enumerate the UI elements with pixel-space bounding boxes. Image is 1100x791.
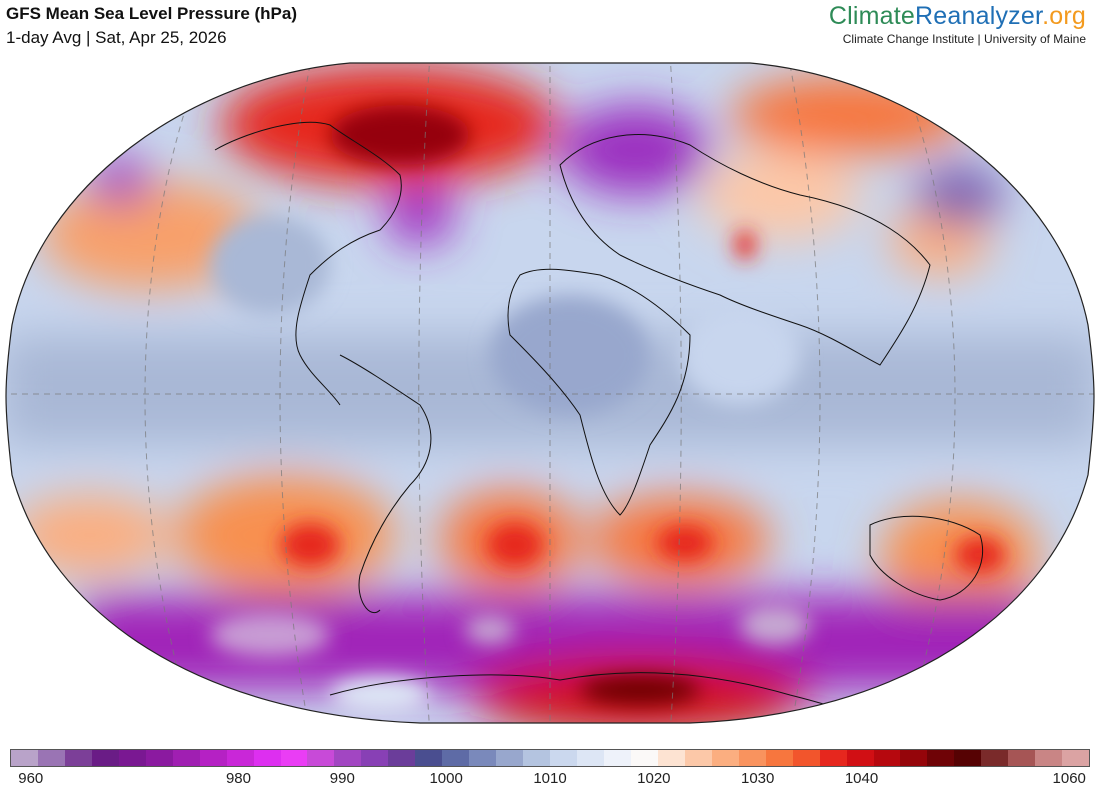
pressure-map <box>0 55 1100 735</box>
colorbar-swatch <box>603 750 631 766</box>
colorbar-swatch <box>577 750 604 766</box>
colorbar-swatch <box>846 750 874 766</box>
colorbar-swatch <box>1035 750 1063 766</box>
colorbar-swatch <box>118 750 146 766</box>
colorbar-swatch <box>873 750 901 766</box>
colorbar-swatch <box>711 750 739 766</box>
colorbar-swatch <box>738 750 766 766</box>
colorbar-swatch <box>442 750 470 766</box>
graticule <box>6 63 1094 723</box>
colorbar-swatch <box>630 750 658 766</box>
colorbar-swatch <box>550 750 578 766</box>
colorbar-label: 1030 <box>741 770 775 787</box>
colorbar-swatch <box>657 750 685 766</box>
brand-logo[interactable]: ClimateReanalyzer.org <box>829 2 1086 31</box>
brand-part-climate: Climate <box>828 2 916 30</box>
colorbar-swatch <box>334 750 362 766</box>
page-subtitle: 1-day Avg | Sat, Apr 25, 2026 <box>6 28 227 47</box>
colorbar-swatch <box>792 750 820 766</box>
colorbar-swatch <box>765 750 793 766</box>
colorbar-swatch <box>199 750 227 766</box>
colorbar-labels: 960 980 990 1000 1010 1020 1030 1040 1060 <box>10 770 1090 790</box>
colorbar-swatch <box>361 750 389 766</box>
colorbar <box>10 749 1090 767</box>
colorbar-swatch <box>415 750 443 766</box>
colorbar-swatch <box>145 750 173 766</box>
brand-part-org: .org <box>1042 2 1086 30</box>
colorbar-swatch <box>280 750 308 766</box>
page-title: GFS Mean Sea Level Pressure (hPa) <box>6 4 298 23</box>
colorbar-label: 980 <box>225 770 251 787</box>
colorbar-swatch <box>11 750 38 766</box>
colorbar-swatch <box>307 750 335 766</box>
colorbar-swatch <box>226 750 254 766</box>
colorbar-label: 990 <box>329 770 355 787</box>
colorbar-swatch <box>1008 750 1036 766</box>
colorbar-swatch <box>496 750 524 766</box>
brand-part-reanalyzer: Reanalyzer <box>915 2 1043 30</box>
colorbar-swatch <box>900 750 928 766</box>
pressure-map-svg <box>5 62 1095 724</box>
colorbar-swatch <box>954 750 982 766</box>
colorbar-swatch <box>819 750 847 766</box>
pressure-field <box>6 63 1094 723</box>
colorbar-label: 1010 <box>533 770 567 787</box>
colorbar-swatch <box>523 750 551 766</box>
colorbar-swatch <box>91 750 119 766</box>
colorbar-swatch <box>981 750 1009 766</box>
colorbar-label: 1040 <box>844 770 879 787</box>
colorbar-swatch <box>684 750 712 766</box>
coastlines <box>214 121 1041 723</box>
colorbar-swatch <box>927 750 955 766</box>
brand-tagline: Climate Change Institute | University of… <box>842 32 1086 46</box>
colorbar-swatch <box>388 750 416 766</box>
colorbar-label: 960 <box>18 770 44 787</box>
colorbar-swatch <box>64 750 92 766</box>
colorbar-label: 1060 <box>1052 770 1086 787</box>
globe-outline <box>5 62 1095 724</box>
colorbar-swatch <box>172 750 200 766</box>
colorbar-label: 1000 <box>429 770 463 787</box>
colorbar-swatch <box>469 750 497 766</box>
colorbar-swatch <box>1062 750 1090 766</box>
colorbar-swatch <box>253 750 281 766</box>
colorbar-label: 1020 <box>637 770 671 787</box>
colorbar-swatch <box>37 750 65 766</box>
